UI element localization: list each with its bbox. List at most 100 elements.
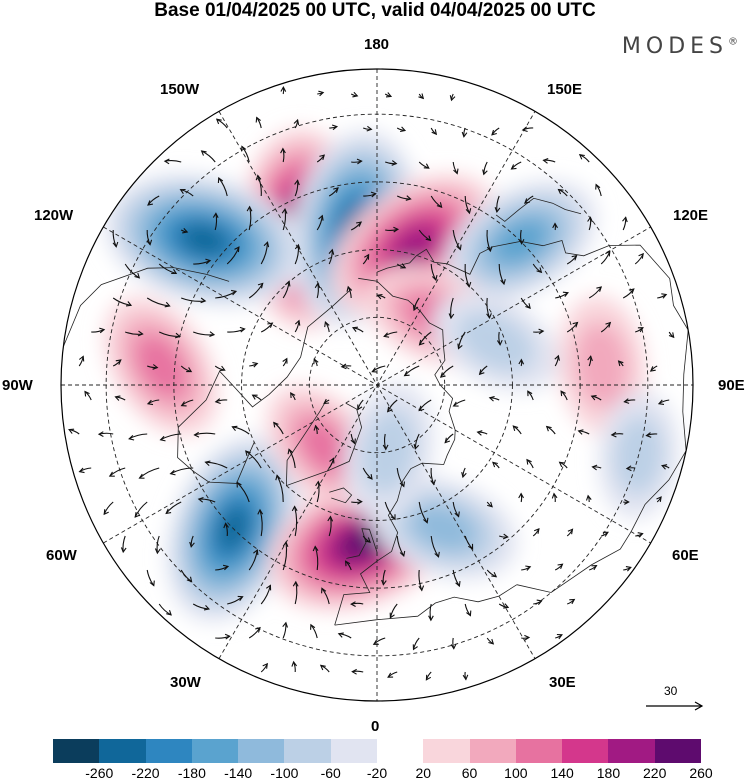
wind-arrow <box>527 390 534 401</box>
lon-label-0: 0 <box>371 718 380 735</box>
wind-arrow <box>600 321 612 333</box>
colorbar-swatch <box>238 739 285 763</box>
wind-arrow <box>112 297 133 307</box>
wind-arrow <box>226 246 240 265</box>
wind-arrow <box>255 174 262 197</box>
brand-logo: MODES® <box>622 34 738 59</box>
wind-arrow <box>464 603 472 617</box>
colorbar-ticks: -260 -220 -180 -140 -100 -60 -20 20 60 100 140 180 2… <box>0 765 750 783</box>
wind-arrow <box>634 252 644 265</box>
wind-arrow <box>371 365 386 373</box>
wind-arrow <box>193 331 216 338</box>
wind-arrow <box>486 229 493 253</box>
wind-arrow <box>275 474 284 503</box>
wind-arrow <box>450 637 457 650</box>
wind-arrow <box>476 430 488 436</box>
wind-arrow <box>236 481 250 503</box>
wind-arrow <box>159 433 182 442</box>
wind-arrow <box>215 633 231 640</box>
wind-arrow <box>248 626 261 639</box>
wind-arrow <box>124 263 141 279</box>
wind-arrow <box>524 195 534 204</box>
wind-arrow <box>403 365 420 377</box>
anomaly-contour <box>298 419 351 475</box>
wind-arrow <box>189 535 195 548</box>
wind-arrow <box>146 569 155 587</box>
wind-arrow <box>372 637 386 645</box>
wind-arrow <box>200 150 216 163</box>
wind-arrow <box>518 229 525 245</box>
wind-arrow <box>180 399 194 407</box>
wind-arrow <box>533 328 545 335</box>
wind-arrow <box>112 359 122 367</box>
wind-arrow <box>382 433 389 451</box>
wind-arrow <box>533 599 543 605</box>
wind-arrow <box>291 660 298 673</box>
wind-arrow <box>314 282 321 299</box>
wind-arrow <box>158 263 178 275</box>
wind-arrow <box>376 293 386 300</box>
wind-arrow <box>78 355 85 367</box>
wind-arrow <box>310 623 318 639</box>
wind-arrow <box>260 241 270 265</box>
colorbar-tick-label: -100 <box>270 765 299 781</box>
wind-arrow <box>158 603 172 616</box>
wind-arrow <box>323 398 330 405</box>
colorbar-swatch <box>191 739 239 763</box>
wind-arrow <box>488 395 500 402</box>
wind-arrow <box>257 508 264 537</box>
colorbar-tick-label: 140 <box>550 765 574 781</box>
wind-arrow <box>635 532 644 538</box>
wind-arrow <box>103 501 114 516</box>
wind-arrow <box>97 431 114 437</box>
wind-arrow <box>134 501 148 518</box>
wind-arrow <box>452 399 466 407</box>
wind-arrow <box>600 250 611 265</box>
wind-arrow <box>112 229 119 248</box>
colorbar-swatch <box>145 739 192 763</box>
lon-label-30w: 30W <box>170 674 201 691</box>
wind-arrow <box>486 637 495 645</box>
wind-arrow <box>245 450 262 469</box>
wind-arrow <box>351 498 363 505</box>
lon-label-60e: 60E <box>672 547 699 564</box>
wind-arrow <box>396 263 407 269</box>
coastline <box>495 197 582 222</box>
wind-arrow <box>227 326 246 333</box>
wind-arrow <box>555 291 569 299</box>
wind-arrow <box>396 195 412 201</box>
wind-arrow <box>526 458 534 469</box>
meridian-line <box>214 103 540 667</box>
wind-arrow <box>146 399 160 406</box>
reference-vector: 30 <box>640 684 710 724</box>
wind-arrow <box>428 603 434 622</box>
lon-label-90w: 90W <box>2 377 33 394</box>
wind-arrow <box>217 176 228 197</box>
wind-arrow <box>180 228 189 234</box>
wind-arrow <box>430 467 436 486</box>
wind-arrow <box>260 584 272 605</box>
wind-arrow <box>498 603 510 609</box>
reference-vector-label: 30 <box>664 684 678 698</box>
wind-arrow <box>430 263 438 282</box>
colorbar-tick-label: -220 <box>131 765 160 781</box>
wind-arrow <box>193 258 212 265</box>
wind-arrow <box>657 399 670 405</box>
wind-arrow <box>567 598 576 605</box>
wind-arrow <box>496 331 503 346</box>
wind-arrow <box>363 191 377 198</box>
wind-arrow <box>448 297 455 320</box>
wind-arrow <box>362 535 371 543</box>
wind-arrow <box>498 263 506 286</box>
colorbar-swatch <box>376 739 424 763</box>
wind-arrow <box>146 229 153 246</box>
map-boundary <box>60 68 694 702</box>
wind-arrow <box>551 492 558 503</box>
wind-arrow <box>449 93 456 102</box>
wind-arrow <box>385 160 398 166</box>
wind-arrow <box>430 127 438 136</box>
wind-arrow <box>169 467 194 476</box>
wind-arrow <box>312 545 319 571</box>
wind-arrow <box>491 127 500 136</box>
wind-arrow <box>351 326 364 333</box>
